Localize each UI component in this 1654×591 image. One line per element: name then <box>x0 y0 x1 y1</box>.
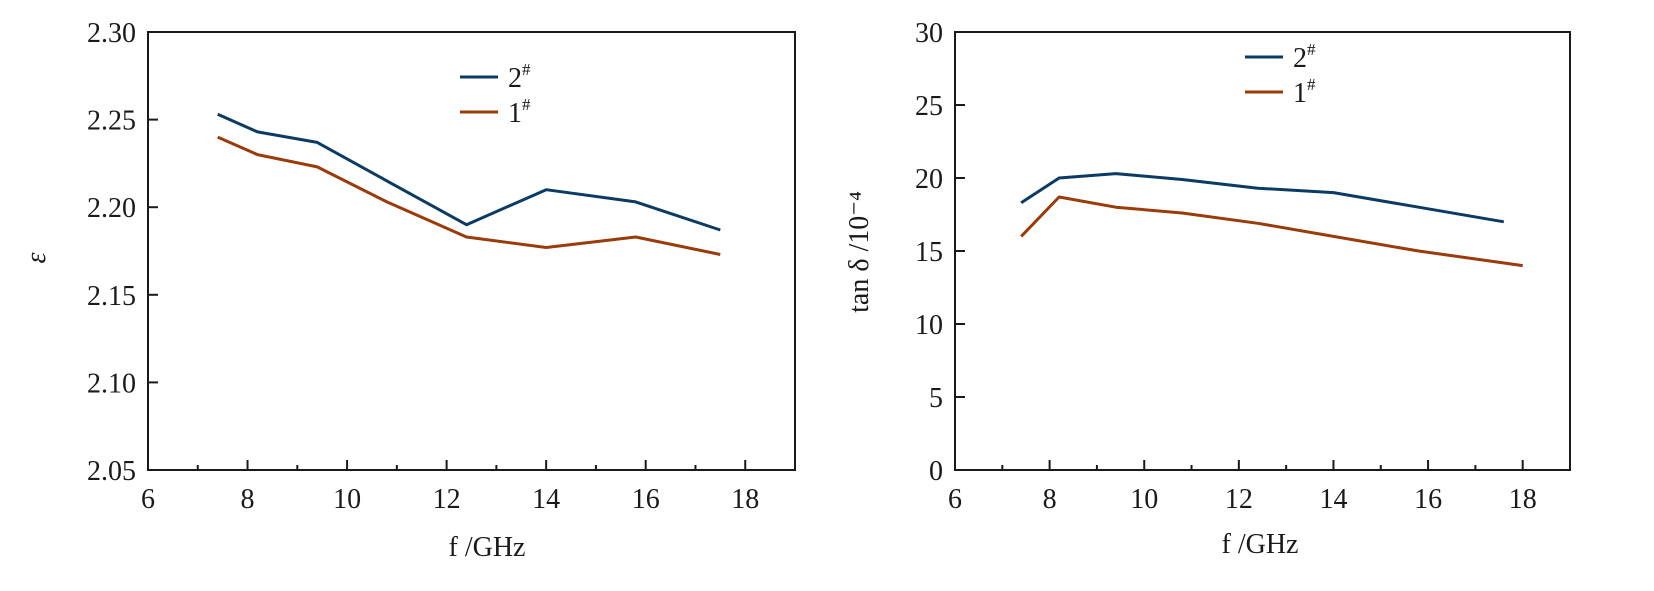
y-axis-label: ε <box>21 252 52 263</box>
legend-label: 1# <box>508 95 531 129</box>
series-line-orange <box>217 135 721 256</box>
y-tick-label: 20 <box>915 164 943 195</box>
y-tick-label: 25 <box>915 91 943 122</box>
x-tick-label: 12 <box>1225 484 1253 515</box>
chart-2: 0 5 10 15 20 25 30 6 8 10 12 14 16 18 2#1# tan δ /10⁻⁴ f… <box>844 18 1571 560</box>
x-tick-label: 10 <box>333 484 361 515</box>
y-tick-label: 15 <box>915 237 943 268</box>
x-tick-label: 6 <box>948 484 962 515</box>
y-axis-label: tan δ /10⁻⁴ <box>844 191 875 313</box>
legend-label: 2# <box>508 60 531 94</box>
plot-frame <box>147 31 796 471</box>
series-line-orange <box>1020 195 1523 268</box>
x-tick-label: 18 <box>731 484 759 515</box>
series-line-blue <box>1020 172 1505 224</box>
x-tick-label: 6 <box>141 484 155 515</box>
legend-label: 2# <box>1293 40 1316 74</box>
x-tick-label: 16 <box>1414 484 1442 515</box>
x-tick-label: 10 <box>1130 484 1158 515</box>
y-tick-label: 2.10 <box>87 368 136 399</box>
y-tick-label: 0 <box>929 456 943 487</box>
y-tick-label: 5 <box>929 383 943 414</box>
x-tick-label: 8 <box>241 484 255 515</box>
x-axis-label: f /GHz <box>449 532 526 563</box>
x-tick-label: 14 <box>532 484 560 515</box>
x-tick-label: 16 <box>632 484 660 515</box>
y-tick-label: 2.20 <box>87 193 136 224</box>
series-line-blue <box>217 112 721 232</box>
x-tick-label: 18 <box>1509 484 1537 515</box>
chart-1: 2.05 2.10 2.15 2.20 2.25 2.30 6 8 10 12 14 16 18 2#1#… <box>21 18 796 563</box>
y-tick-label: 2.05 <box>87 456 136 487</box>
legend-label: 1# <box>1293 75 1316 109</box>
y-tick-label: 2.25 <box>87 106 136 137</box>
y-tick-label: 10 <box>915 310 943 341</box>
x-tick-label: 8 <box>1043 484 1057 515</box>
x-tick-label: 14 <box>1319 484 1347 515</box>
y-tick-label: 30 <box>915 18 943 49</box>
y-tick-label: 2.15 <box>87 281 136 312</box>
y-tick-label: 2.30 <box>87 18 136 49</box>
x-tick-label: 12 <box>433 484 461 515</box>
plot-frame <box>954 31 1571 471</box>
x-axis-label: f /GHz <box>1222 529 1299 560</box>
